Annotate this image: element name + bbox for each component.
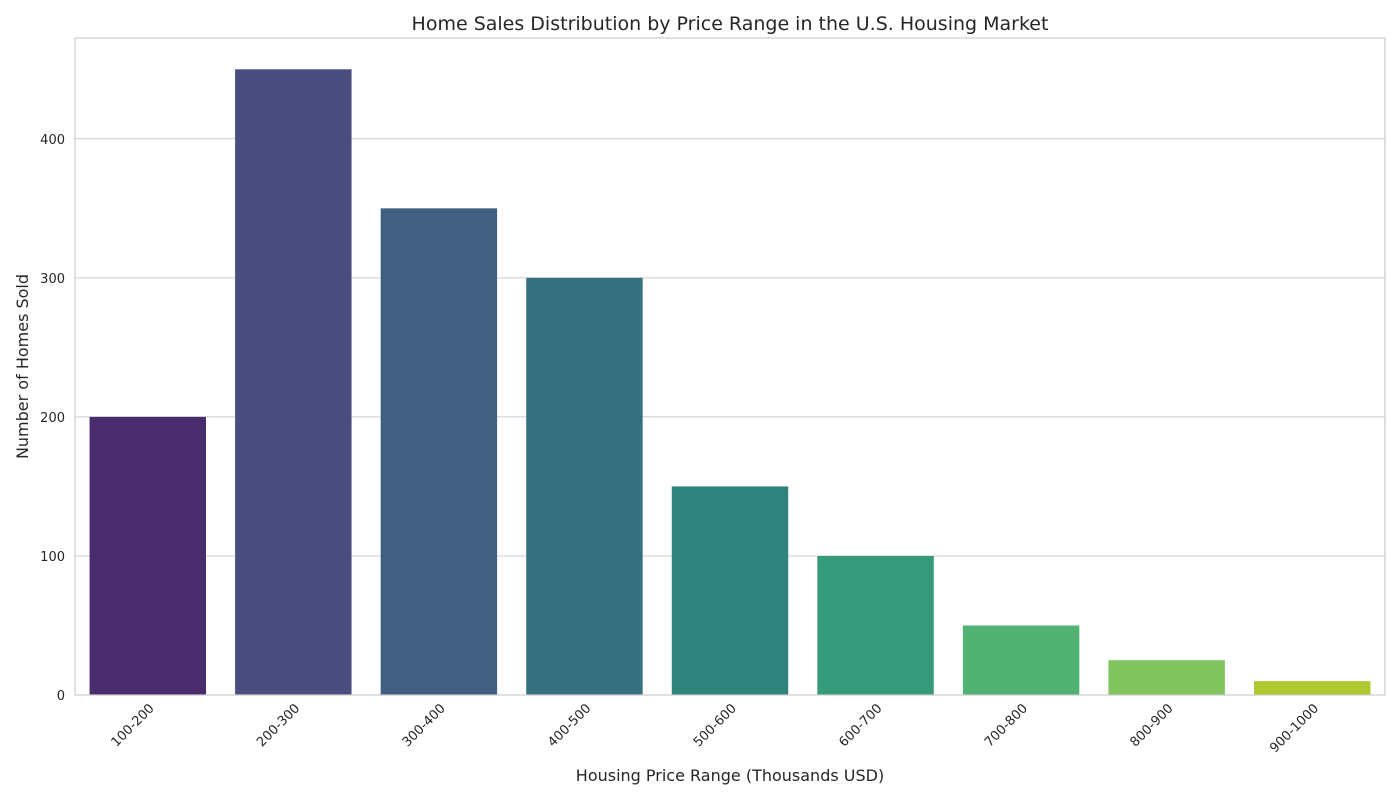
y-tick-labels: 0 100 200 300 400 bbox=[40, 133, 65, 704]
bar-200-300 bbox=[235, 69, 352, 696]
x-tick-label: 800-900 bbox=[1127, 701, 1176, 750]
x-tick-label: 200-300 bbox=[254, 701, 303, 750]
bars bbox=[89, 69, 1371, 696]
y-tick-label: 400 bbox=[40, 133, 65, 148]
x-axis-label: Housing Price Range (Thousands USD) bbox=[576, 766, 884, 785]
x-tick-label: 100-200 bbox=[109, 701, 158, 750]
x-tick-label: 400-500 bbox=[545, 701, 594, 750]
bar-100-200 bbox=[89, 416, 206, 695]
bar-800-900 bbox=[1108, 660, 1225, 695]
x-tick-label: 500-600 bbox=[691, 701, 740, 750]
y-tick-label: 200 bbox=[40, 411, 65, 426]
x-tick-label: 300-400 bbox=[400, 701, 449, 750]
y-tick-label: 300 bbox=[40, 272, 65, 287]
chart-title: Home Sales Distribution by Price Range i… bbox=[412, 13, 1049, 35]
bar-500-600 bbox=[671, 486, 789, 695]
bar-300-400 bbox=[380, 208, 498, 696]
bar-900-1000 bbox=[1254, 681, 1371, 695]
y-tick-label: 100 bbox=[40, 550, 65, 565]
x-tick-label: 900-1000 bbox=[1267, 701, 1322, 756]
x-tick-label: 600-700 bbox=[836, 701, 885, 750]
x-tick-label: 700-800 bbox=[982, 701, 1031, 750]
bar-600-700 bbox=[817, 555, 934, 695]
y-axis-label: Number of Homes Sold bbox=[13, 274, 32, 459]
y-tick-label: 0 bbox=[57, 689, 65, 704]
bar-700-800 bbox=[962, 625, 1080, 695]
bar-400-500 bbox=[526, 277, 643, 695]
x-tick-labels: 100-200 200-300 300-400 400-500 500-600 600-7… bbox=[109, 701, 1322, 756]
plot-frame bbox=[74, 37, 1386, 696]
